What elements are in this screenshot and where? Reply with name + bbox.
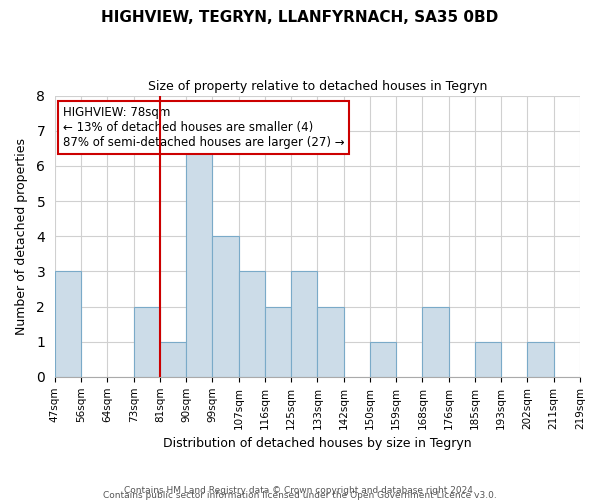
- Title: Size of property relative to detached houses in Tegryn: Size of property relative to detached ho…: [148, 80, 487, 93]
- Bar: [239, 272, 265, 377]
- Bar: [527, 342, 554, 377]
- Bar: [317, 306, 344, 377]
- Text: Contains HM Land Registry data © Crown copyright and database right 2024.: Contains HM Land Registry data © Crown c…: [124, 486, 476, 495]
- Bar: [55, 272, 81, 377]
- Bar: [186, 130, 212, 377]
- Bar: [291, 272, 317, 377]
- Text: HIGHVIEW, TEGRYN, LLANFYRNACH, SA35 0BD: HIGHVIEW, TEGRYN, LLANFYRNACH, SA35 0BD: [101, 10, 499, 25]
- Y-axis label: Number of detached properties: Number of detached properties: [15, 138, 28, 334]
- Bar: [475, 342, 501, 377]
- Bar: [370, 342, 396, 377]
- Bar: [160, 342, 186, 377]
- X-axis label: Distribution of detached houses by size in Tegryn: Distribution of detached houses by size …: [163, 437, 472, 450]
- Text: HIGHVIEW: 78sqm
← 13% of detached houses are smaller (4)
87% of semi-detached ho: HIGHVIEW: 78sqm ← 13% of detached houses…: [63, 106, 344, 149]
- Bar: [212, 236, 239, 377]
- Bar: [422, 306, 449, 377]
- Bar: [134, 306, 160, 377]
- Bar: [265, 306, 291, 377]
- Text: Contains public sector information licensed under the Open Government Licence v3: Contains public sector information licen…: [103, 491, 497, 500]
